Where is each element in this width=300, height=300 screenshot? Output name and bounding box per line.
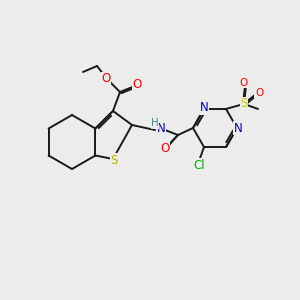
Text: O: O [255,88,263,98]
Text: O: O [239,78,247,88]
Text: N: N [157,122,165,136]
Text: H: H [151,118,159,128]
Text: N: N [200,101,208,114]
Text: N: N [234,122,242,134]
Text: O: O [101,73,111,85]
Text: S: S [110,154,118,166]
Text: O: O [160,142,169,155]
Text: O: O [132,79,142,92]
Text: S: S [240,98,248,110]
Text: Cl: Cl [193,159,205,172]
